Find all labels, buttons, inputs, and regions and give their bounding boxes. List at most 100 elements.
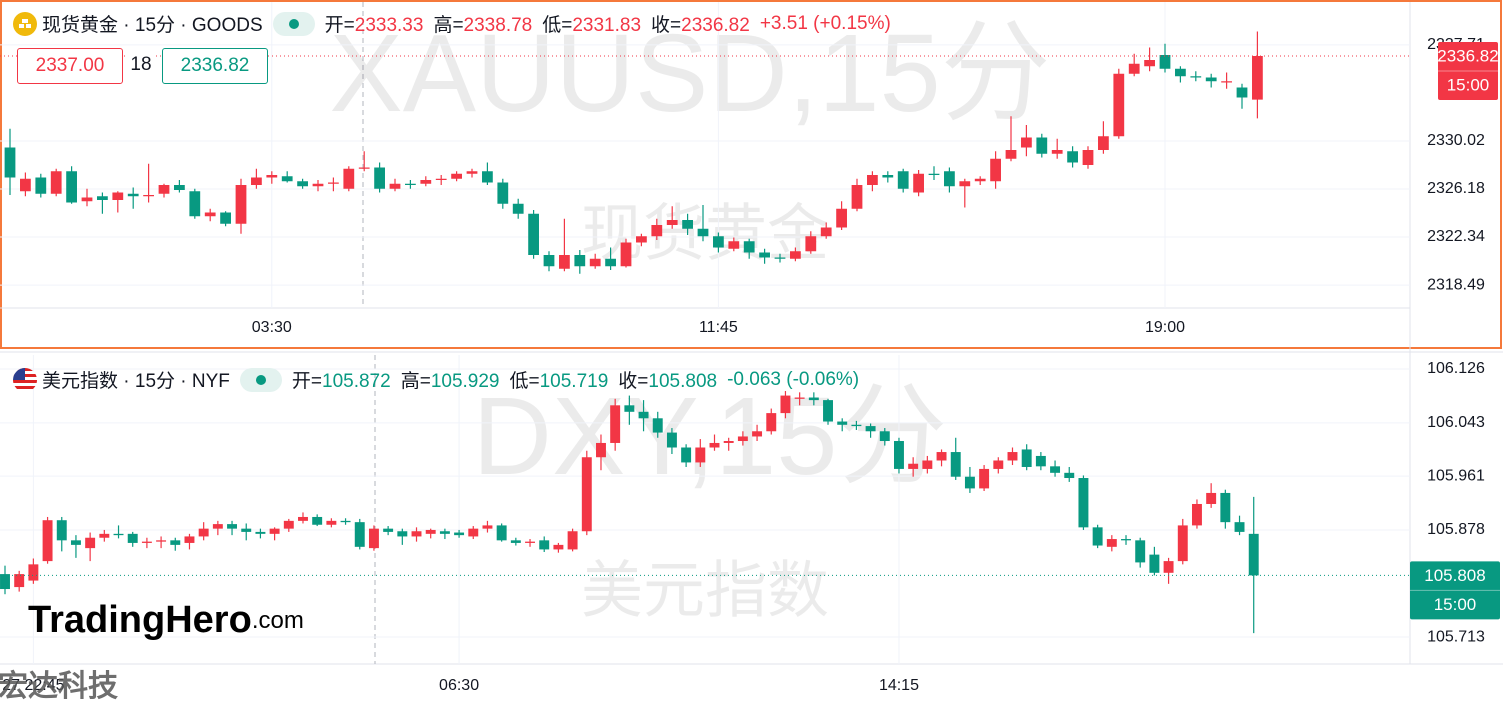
- candle-body: [851, 185, 863, 209]
- watermark: XAUUSD,15分: [329, 12, 1050, 135]
- candle-body: [865, 426, 876, 432]
- sell-button[interactable]: 2337.00: [17, 48, 123, 84]
- candle-body: [543, 255, 555, 267]
- candle-body: [4, 147, 16, 178]
- candle-body: [1005, 150, 1017, 159]
- candle-body: [823, 400, 833, 422]
- candle-body: [936, 452, 947, 461]
- y-tick-label: 2318.49: [1427, 276, 1485, 293]
- candle-body: [1220, 492, 1231, 523]
- x-tick-label: 11:45: [699, 319, 738, 336]
- candle-body: [1252, 56, 1263, 100]
- candle-body: [297, 181, 308, 187]
- stat-value: 2336.82: [681, 15, 750, 36]
- price-tag: [1438, 42, 1498, 100]
- candle-body: [1036, 137, 1048, 154]
- candle-body: [553, 544, 564, 550]
- symbol-icon: [13, 367, 37, 392]
- buy-button[interactable]: 2336.82: [162, 48, 268, 84]
- candle-body: [496, 525, 507, 541]
- candle-body: [35, 177, 47, 194]
- stat-label: 收=: [618, 371, 649, 392]
- symbol-header: 现货黄金 · 15分 · GOODS 开=2333.33 高=2338.78 低=2…: [12, 10, 891, 37]
- candle-body: [143, 195, 154, 197]
- grid: [0, 2, 1410, 664]
- candle-body: [1144, 60, 1155, 67]
- candle-body: [752, 431, 763, 437]
- candle-body: [993, 460, 1004, 469]
- candle-body: [638, 411, 649, 419]
- price-tag-time: 15:00: [1434, 595, 1477, 614]
- candles: [0, 31, 1410, 634]
- candle-body: [922, 460, 933, 469]
- change: -0.063 (-0.06%): [727, 368, 860, 390]
- candle-body: [81, 197, 93, 202]
- candle-body: [808, 397, 819, 401]
- candle-body: [204, 212, 216, 217]
- candle-body: [1190, 76, 1202, 78]
- candle-body: [1191, 503, 1202, 526]
- candle-body: [974, 178, 986, 182]
- candle-body: [913, 173, 924, 193]
- candle-body: [780, 395, 791, 414]
- candle-body: [620, 242, 632, 267]
- spread: 18: [126, 48, 156, 82]
- candle-body: [1248, 533, 1259, 576]
- candle-body: [85, 537, 96, 549]
- candle-body: [737, 436, 748, 442]
- candle-body: [964, 476, 975, 489]
- candle-body: [220, 212, 231, 224]
- stat-value: 2338.78: [463, 15, 533, 36]
- candle-body: [528, 213, 539, 255]
- candle-body: [174, 185, 185, 190]
- y-tick-label: 105.713: [1427, 628, 1485, 645]
- candle-body: [1236, 87, 1248, 98]
- candle-body: [894, 441, 904, 469]
- candle-body: [651, 225, 663, 237]
- candle-body: [1050, 466, 1061, 473]
- stat-label: 高=: [433, 15, 464, 36]
- visibility-toggle[interactable]: [239, 367, 282, 392]
- candle-body: [1021, 449, 1032, 467]
- candle-body: [666, 220, 678, 225]
- price-tag-label: 2336.82: [1437, 46, 1498, 65]
- candle-body: [1106, 539, 1117, 547]
- candle-body: [66, 171, 77, 203]
- change: +3.51 (+0.15%): [759, 12, 891, 34]
- y-tick-label: 106.043: [1427, 414, 1485, 431]
- candle-body: [1078, 478, 1089, 528]
- candle-body: [411, 531, 422, 537]
- candle-body: [559, 255, 570, 269]
- candle-body: [343, 168, 355, 189]
- candle-body: [723, 441, 734, 443]
- candle-body: [1021, 137, 1032, 148]
- candle-body: [636, 236, 647, 243]
- stat-label: 高=: [400, 371, 431, 392]
- visibility-toggle[interactable]: [272, 11, 315, 36]
- candle-body: [127, 193, 139, 197]
- candle-body: [281, 176, 293, 182]
- candle-body: [525, 541, 535, 543]
- candle-body: [198, 528, 209, 537]
- price-tag-label: 105.808: [1424, 566, 1485, 585]
- candle-body: [298, 516, 308, 521]
- active-panel-border: [0, 0, 1502, 349]
- candle-body: [368, 528, 379, 549]
- candle-body: [759, 252, 770, 258]
- corner-watermark: 宏达科技: [0, 669, 118, 703]
- stat-value: 105.808: [648, 371, 718, 392]
- candle-body: [1035, 455, 1046, 467]
- candle-body: [567, 531, 578, 550]
- candle-body: [709, 442, 720, 448]
- stat-value: 105.872: [322, 371, 391, 392]
- candle-body: [574, 255, 586, 267]
- candle-body: [990, 158, 1001, 182]
- candle-body: [50, 171, 62, 194]
- candle-body: [1206, 492, 1217, 504]
- candle-body: [766, 413, 777, 432]
- candle-body: [1098, 136, 1109, 150]
- candle-body: [1121, 539, 1131, 541]
- candle-body: [581, 457, 592, 532]
- candle-body: [879, 431, 890, 442]
